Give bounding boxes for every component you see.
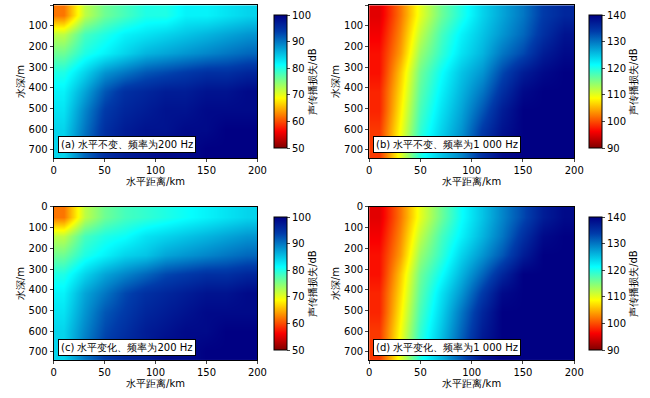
svg-text:120: 120 [607, 63, 626, 74]
svg-text:110: 110 [607, 89, 626, 100]
svg-text:70: 70 [292, 89, 305, 100]
svg-text:300: 300 [344, 62, 363, 73]
svg-text:声传播损失/dB: 声传播损失/dB [628, 48, 639, 115]
svg-text:600: 600 [344, 124, 363, 135]
svg-text:200: 200 [29, 41, 48, 52]
svg-text:0: 0 [50, 165, 56, 176]
svg-text:水平距离/km: 水平距离/km [442, 378, 501, 389]
svg-text:100: 100 [29, 20, 48, 31]
svg-text:水平距离/km: 水平距离/km [442, 176, 501, 187]
svg-text:700: 700 [29, 346, 48, 357]
svg-text:300: 300 [29, 264, 48, 275]
svg-text:600: 600 [29, 326, 48, 337]
svg-text:声传播损失/dB: 声传播损失/dB [307, 48, 318, 115]
svg-text:400: 400 [29, 284, 48, 295]
svg-text:140: 140 [607, 10, 626, 21]
svg-text:水深/m: 水深/m [15, 65, 26, 98]
svg-text:100: 100 [344, 20, 363, 31]
svg-text:0: 0 [366, 165, 372, 176]
svg-text:500: 500 [344, 103, 363, 114]
svg-text:(a) 水平不变、频率为200 Hz: (a) 水平不变、频率为200 Hz [61, 139, 193, 150]
svg-text:400: 400 [344, 82, 363, 93]
svg-text:400: 400 [344, 284, 363, 295]
svg-text:150: 150 [513, 165, 532, 176]
svg-text:50: 50 [98, 165, 111, 176]
svg-text:100: 100 [344, 222, 363, 233]
svg-text:水深/m: 水深/m [330, 267, 341, 300]
svg-text:200: 200 [344, 41, 363, 52]
svg-text:700: 700 [29, 144, 48, 155]
svg-text:700: 700 [344, 144, 363, 155]
svg-text:150: 150 [197, 165, 216, 176]
svg-text:90: 90 [607, 345, 620, 356]
svg-text:水平距离/km: 水平距离/km [126, 378, 185, 389]
svg-text:400: 400 [29, 82, 48, 93]
svg-text:90: 90 [292, 238, 305, 249]
svg-text:水平距离/km: 水平距离/km [126, 176, 185, 187]
svg-text:80: 80 [292, 265, 305, 276]
svg-text:0: 0 [366, 367, 372, 378]
svg-text:0: 0 [357, 201, 363, 212]
svg-text:150: 150 [197, 367, 216, 378]
svg-text:100: 100 [462, 367, 481, 378]
svg-text:300: 300 [344, 264, 363, 275]
svg-text:0: 0 [41, 201, 47, 212]
svg-text:200: 200 [29, 243, 48, 254]
svg-text:100: 100 [146, 367, 165, 378]
svg-text:140: 140 [607, 212, 626, 223]
svg-text:200: 200 [344, 243, 363, 254]
svg-text:50: 50 [292, 345, 305, 356]
svg-text:500: 500 [29, 103, 48, 114]
svg-text:70: 70 [292, 291, 305, 302]
svg-text:130: 130 [607, 238, 626, 249]
svg-text:600: 600 [29, 124, 48, 135]
svg-text:90: 90 [292, 36, 305, 47]
svg-text:100: 100 [146, 165, 165, 176]
svg-text:(d) 水平变化、频率为1 000 Hz: (d) 水平变化、频率为1 000 Hz [376, 342, 518, 353]
svg-text:50: 50 [98, 367, 111, 378]
svg-text:100: 100 [607, 116, 626, 127]
svg-text:110: 110 [607, 291, 626, 302]
svg-text:50: 50 [292, 143, 305, 154]
svg-text:600: 600 [344, 326, 363, 337]
svg-text:80: 80 [292, 63, 305, 74]
svg-text:声传播损失/dB: 声传播损失/dB [307, 250, 318, 317]
svg-text:100: 100 [462, 165, 481, 176]
svg-text:60: 60 [292, 116, 305, 127]
svg-text:200: 200 [248, 367, 267, 378]
svg-text:90: 90 [607, 143, 620, 154]
svg-text:100: 100 [292, 212, 311, 223]
svg-text:水深/m: 水深/m [330, 65, 341, 98]
svg-text:(c) 水平变化、频率为200 Hz: (c) 水平变化、频率为200 Hz [61, 342, 193, 353]
svg-text:200: 200 [565, 367, 584, 378]
svg-text:500: 500 [29, 305, 48, 316]
svg-text:100: 100 [607, 318, 626, 329]
svg-text:120: 120 [607, 265, 626, 276]
svg-text:100: 100 [29, 222, 48, 233]
svg-text:50: 50 [414, 165, 427, 176]
svg-text:200: 200 [565, 165, 584, 176]
svg-text:声传播损失/dB: 声传播损失/dB [628, 250, 639, 317]
svg-text:水深/m: 水深/m [15, 267, 26, 300]
svg-text:500: 500 [344, 305, 363, 316]
svg-text:300: 300 [29, 62, 48, 73]
svg-text:0: 0 [50, 367, 56, 378]
svg-text:50: 50 [414, 367, 427, 378]
svg-text:100: 100 [292, 10, 311, 21]
svg-text:60: 60 [292, 318, 305, 329]
svg-text:700: 700 [344, 346, 363, 357]
svg-text:130: 130 [607, 36, 626, 47]
svg-text:200: 200 [248, 165, 267, 176]
svg-text:150: 150 [513, 367, 532, 378]
svg-text:(b) 水平不变、频率为1 000 Hz: (b) 水平不变、频率为1 000 Hz [376, 139, 518, 150]
